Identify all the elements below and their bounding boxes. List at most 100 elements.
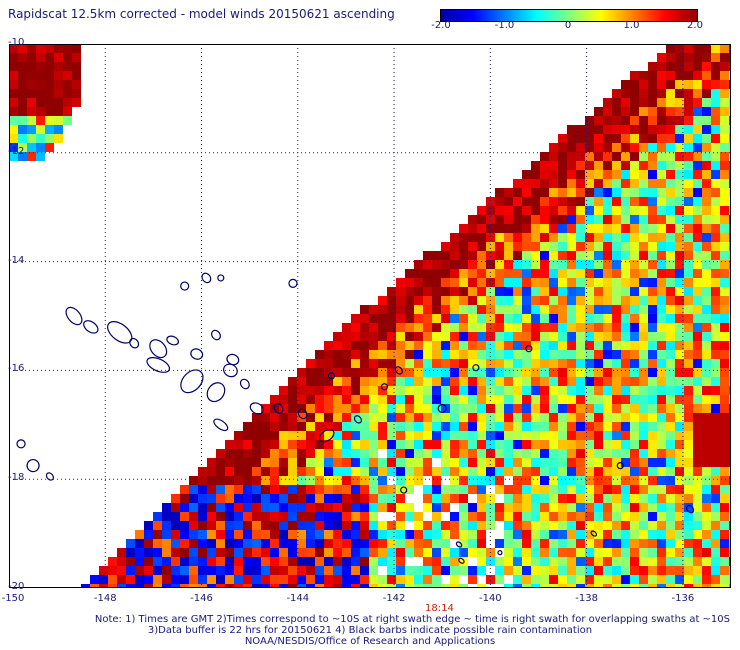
wind-difference-pixel [450, 458, 459, 467]
wind-difference-pixel [666, 413, 675, 422]
island-outline [16, 439, 26, 449]
wind-difference-pixel [342, 503, 351, 512]
wind-difference-pixel [711, 134, 720, 143]
wind-difference-pixel [468, 233, 477, 242]
wind-difference-pixel [558, 512, 567, 521]
wind-difference-pixel [27, 71, 36, 80]
wind-difference-pixel [693, 89, 702, 98]
wind-difference-pixel [675, 206, 684, 215]
wind-difference-pixel [522, 242, 531, 251]
wind-difference-pixel [360, 503, 369, 512]
wind-difference-pixel [477, 341, 486, 350]
wind-difference-pixel [594, 161, 603, 170]
wind-difference-pixel [540, 557, 549, 566]
wind-difference-pixel [243, 557, 252, 566]
wind-difference-pixel [657, 53, 666, 62]
wind-difference-pixel [243, 431, 252, 440]
wind-difference-pixel [558, 161, 567, 170]
wind-difference-pixel [630, 152, 639, 161]
wind-difference-pixel [306, 548, 315, 557]
wind-difference-pixel [621, 332, 630, 341]
wind-difference-pixel [396, 530, 405, 539]
wind-difference-pixel [585, 530, 594, 539]
wind-difference-pixel [414, 350, 423, 359]
wind-difference-pixel [459, 368, 468, 377]
wind-difference-pixel [441, 566, 450, 575]
wind-difference-pixel [405, 485, 414, 494]
wind-difference-pixel [522, 503, 531, 512]
wind-difference-pixel [702, 494, 711, 503]
wind-difference-pixel [558, 467, 567, 476]
wind-difference-pixel [216, 503, 225, 512]
wind-difference-pixel [648, 485, 657, 494]
wind-difference-pixel [234, 584, 243, 588]
wind-difference-pixel [612, 161, 621, 170]
wind-difference-pixel [288, 566, 297, 575]
wind-difference-pixel [531, 260, 540, 269]
wind-difference-pixel [324, 467, 333, 476]
wind-difference-pixel [585, 197, 594, 206]
wind-difference-pixel [639, 251, 648, 260]
wind-difference-pixel [513, 530, 522, 539]
wind-difference-pixel [666, 494, 675, 503]
wind-difference-pixel [54, 98, 63, 107]
wind-difference-pixel [351, 467, 360, 476]
wind-difference-pixel [9, 125, 18, 134]
wind-difference-pixel [396, 341, 405, 350]
wind-difference-pixel [315, 431, 324, 440]
wind-difference-pixel [720, 188, 729, 197]
wind-difference-pixel [333, 386, 342, 395]
wind-difference-pixel [63, 116, 72, 125]
wind-difference-pixel [576, 350, 585, 359]
wind-difference-pixel [225, 503, 234, 512]
wind-difference-pixel [558, 539, 567, 548]
wind-difference-pixel [72, 53, 81, 62]
wind-difference-pixel [99, 584, 108, 588]
wind-difference-pixel [666, 305, 675, 314]
wind-difference-pixel [279, 440, 288, 449]
wind-difference-pixel [639, 188, 648, 197]
wind-difference-pixel [495, 377, 504, 386]
wind-difference-pixel [360, 350, 369, 359]
wind-difference-pixel [396, 431, 405, 440]
wind-difference-pixel [261, 440, 270, 449]
island-outline [616, 462, 624, 470]
wind-difference-pixel [333, 548, 342, 557]
wind-difference-pixel [603, 503, 612, 512]
wind-difference-pixel [369, 467, 378, 476]
wind-difference-pixel [198, 557, 207, 566]
wind-difference-pixel [144, 557, 153, 566]
wind-difference-pixel [558, 215, 567, 224]
wind-difference-pixel [387, 485, 396, 494]
wind-difference-pixel [351, 323, 360, 332]
wind-difference-pixel [270, 566, 279, 575]
wind-difference-pixel [459, 584, 468, 588]
wind-difference-pixel [180, 494, 189, 503]
wind-difference-pixel [540, 215, 549, 224]
wind-difference-pixel [657, 431, 666, 440]
wind-difference-pixel [540, 269, 549, 278]
wind-difference-pixel [459, 566, 468, 575]
wind-difference-pixel [333, 350, 342, 359]
wind-difference-pixel [486, 287, 495, 296]
wind-difference-pixel [522, 188, 531, 197]
wind-difference-pixel [684, 440, 693, 449]
wind-difference-pixel [432, 305, 441, 314]
wind-difference-pixel [567, 386, 576, 395]
wind-difference-pixel [567, 548, 576, 557]
wind-difference-pixel [243, 467, 252, 476]
wind-difference-pixel [621, 197, 630, 206]
wind-difference-pixel [54, 116, 63, 125]
wind-difference-pixel [630, 548, 639, 557]
wind-difference-pixel [504, 287, 513, 296]
wind-difference-pixel [54, 71, 63, 80]
wind-difference-pixel [648, 386, 657, 395]
wind-difference-pixel [378, 485, 387, 494]
wind-difference-pixel [36, 71, 45, 80]
wind-difference-pixel [522, 386, 531, 395]
wind-difference-pixel [477, 431, 486, 440]
wind-difference-pixel [666, 458, 675, 467]
wind-difference-pixel [603, 296, 612, 305]
wind-difference-pixel [441, 539, 450, 548]
wind-difference-pixel [495, 386, 504, 395]
